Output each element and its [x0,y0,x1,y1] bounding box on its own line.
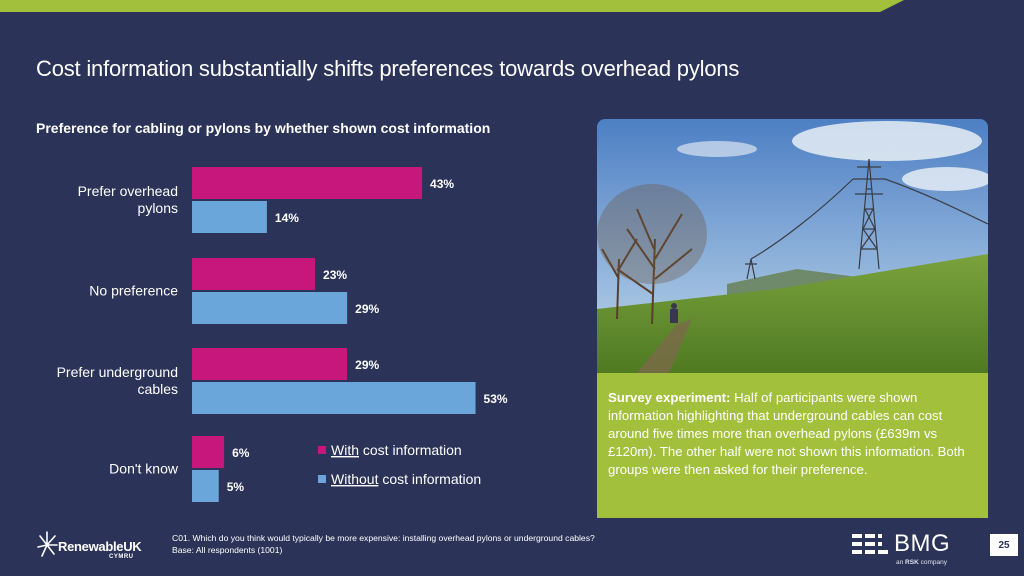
bar [192,382,476,414]
callout-lead: Survey experiment: [608,390,731,405]
data-label: 43% [430,177,454,191]
bar [192,258,316,290]
bmg-wordmark: BMG [894,530,951,557]
legend-entry: Without cost information [331,471,481,487]
footnote-base: Base: All respondents (1001) [172,544,283,555]
bar [192,292,348,324]
data-label: 6% [232,446,250,460]
chart-title: Preference for cabling or pylons by whet… [36,120,491,136]
data-label: 29% [355,302,379,316]
bar [192,167,423,199]
footnote-question: C01. Which do you think would typically … [172,533,595,543]
renewableuk-cymru: CYMRU [109,554,134,560]
renewableuk-wordmark: RenewableUK [58,539,142,554]
bar [192,436,225,468]
legend-entry: With cost information [331,442,462,458]
legend-swatch [318,446,326,454]
renewableuk-logo: RenewableUK CYMRU [36,528,156,566]
legend-swatch [318,475,326,483]
category-label: Don't know [109,461,179,477]
pylon-field-photo [597,119,988,373]
bar-chart: Prefer overhead pylons 43% 14% No preference… [57,167,508,502]
bar [192,348,348,380]
page-number: 25 [990,534,1018,556]
slide-title: Cost information substantially shifts pr… [36,56,740,81]
category-label: Prefer overhead pylons [78,183,178,216]
data-label: 14% [275,211,299,225]
bmg-tagline: an RSK company [896,559,947,566]
bar [192,470,219,502]
bar [192,201,267,233]
category-label: No preference [89,283,178,299]
footnote: C01. Which do you think would typically … [172,533,595,556]
data-label: 53% [484,392,508,406]
category-label: Prefer underground cables [57,364,178,397]
survey-experiment-callout: Survey experiment: Half of participants … [597,373,988,518]
callout-text: Half of participants were shown informat… [608,390,965,477]
renewable-burst-icon [37,531,58,557]
top-accent-bar [0,0,1024,12]
bmg-logo: BMG an RSK company [852,530,964,570]
data-label: 29% [355,358,379,372]
bmg-mark-icon [852,534,888,554]
data-label: 23% [323,268,347,282]
data-label: 5% [227,480,245,494]
